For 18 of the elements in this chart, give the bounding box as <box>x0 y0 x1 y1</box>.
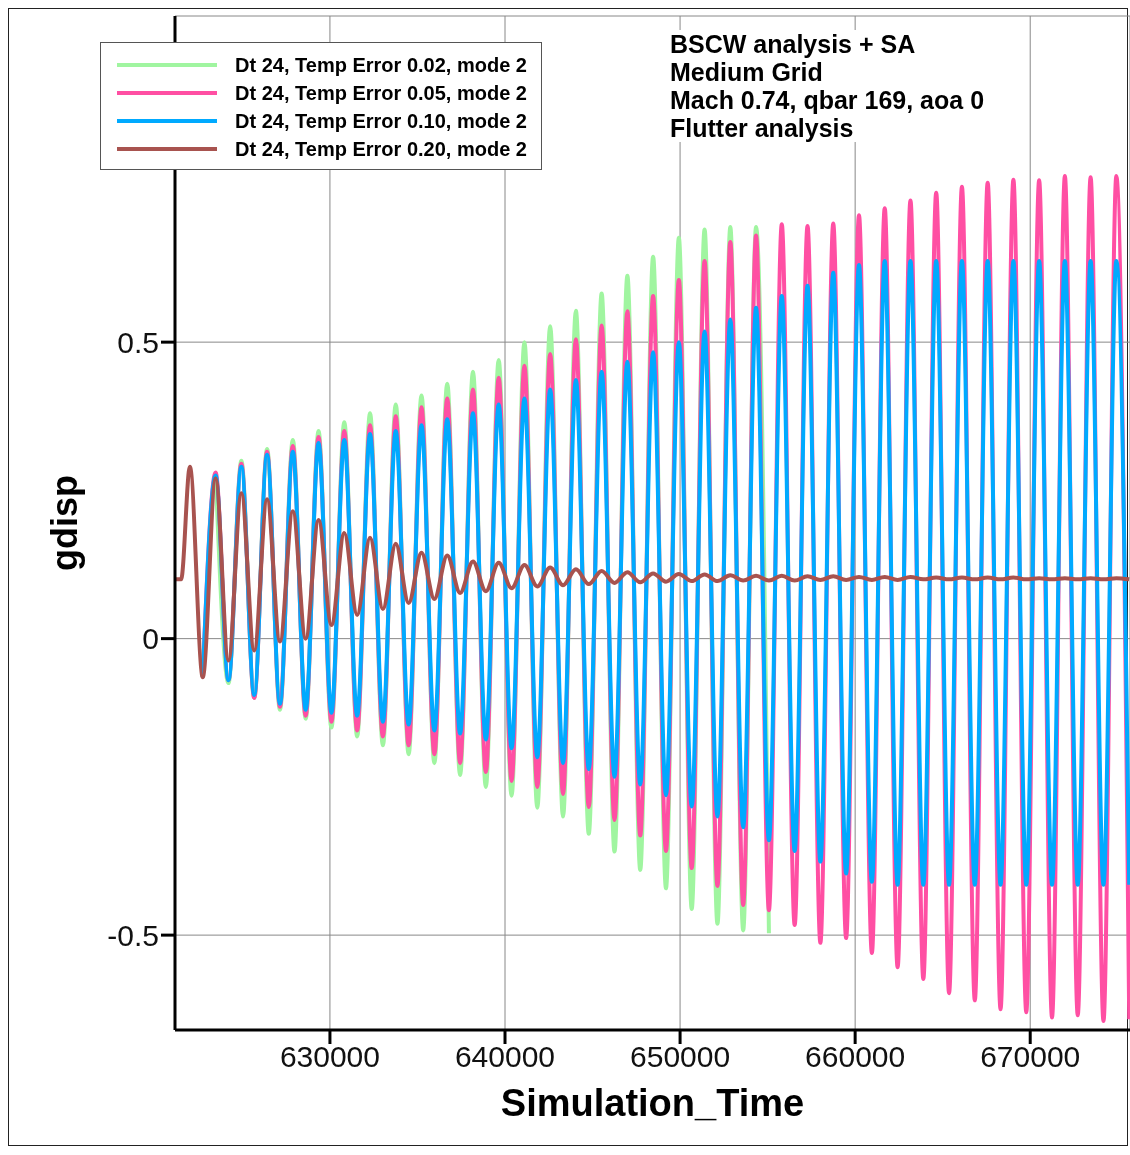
x-tick-label: 650000 <box>630 1040 731 1074</box>
annotation: Mach 0.74, qbar 169, aoa 0 <box>670 86 985 114</box>
x-tick-label: 630000 <box>279 1040 380 1074</box>
annotation: Medium Grid <box>670 58 824 86</box>
x-tick-label: 670000 <box>980 1040 1081 1074</box>
legend-label: Dt 24, Temp Error 0.02, mode 2 <box>235 53 527 77</box>
y-axis-title: gdisp <box>43 475 85 571</box>
annotation: Flutter analysis <box>670 114 855 142</box>
y-tick-label: 0.5 <box>117 325 159 359</box>
y-tick-label: 0 <box>142 622 159 656</box>
legend-label: Dt 24, Temp Error 0.20, mode 2 <box>235 137 527 161</box>
x-axis-title: Simulation_Time <box>500 1082 805 1124</box>
legend-label: Dt 24, Temp Error 0.05, mode 2 <box>235 81 527 105</box>
text: BSCW analysis + SA <box>670 30 917 58</box>
x-tick-label: 640000 <box>454 1040 556 1074</box>
legend-label: Dt 24, Temp Error 0.10, mode 2 <box>235 109 527 133</box>
y-tick-label: -0.5 <box>107 918 159 952</box>
x-tick-label: 660000 <box>805 1040 906 1074</box>
